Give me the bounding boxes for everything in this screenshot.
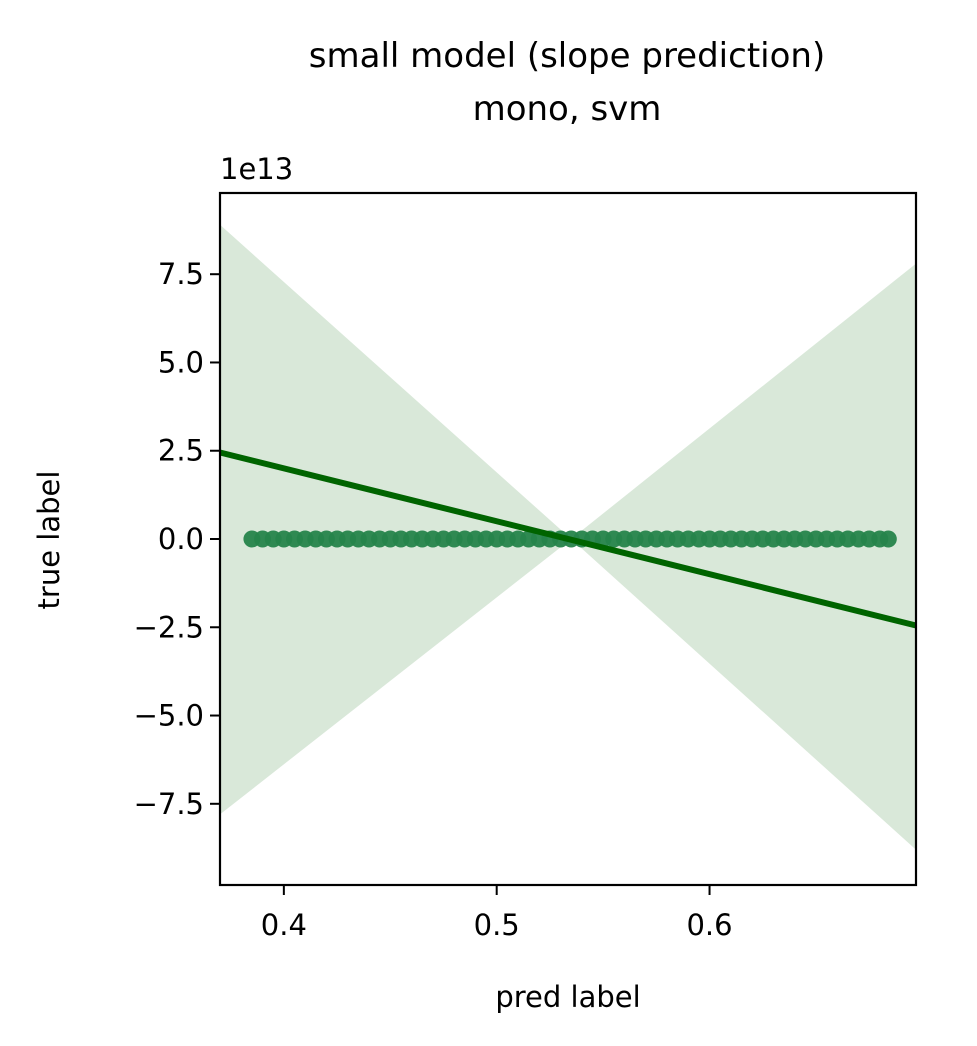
x-tick-label: 0.5 xyxy=(474,908,520,942)
chart-subtitle: mono, svm xyxy=(473,89,662,129)
y-axis-label: true label xyxy=(32,471,66,610)
y-tick-label: −2.5 xyxy=(134,610,204,644)
y-tick-label: 7.5 xyxy=(158,257,204,291)
y-tick-label: −7.5 xyxy=(134,787,204,821)
x-axis-label: pred label xyxy=(495,980,640,1014)
x-axis: 0.4 0.5 0.6 xyxy=(261,885,733,942)
scatter-point xyxy=(879,530,897,548)
y-tick-label: 5.0 xyxy=(158,345,204,379)
regression-line xyxy=(219,449,917,629)
plot-area xyxy=(219,224,917,850)
x-tick-label: 0.4 xyxy=(261,908,307,942)
x-tick-label: 0.6 xyxy=(686,908,732,942)
chart-title: small model (slope prediction) xyxy=(309,36,825,76)
y-tick-label: 2.5 xyxy=(158,434,204,468)
y-axis: 7.5 5.0 2.5 0.0 −2.5 −5.0 −7.5 xyxy=(134,257,220,821)
y-tick-label: −5.0 xyxy=(134,699,204,733)
y-offset-label: 1e13 xyxy=(220,152,293,186)
y-tick-label: 0.0 xyxy=(158,522,204,556)
